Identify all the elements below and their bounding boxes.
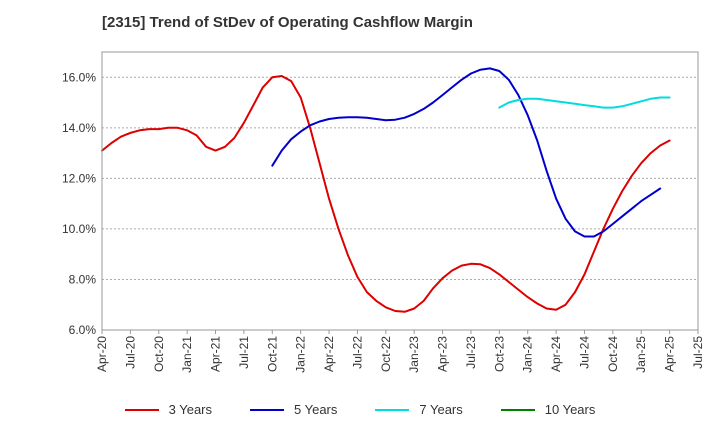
x-tick-label: Jan-23 — [407, 336, 421, 373]
series-line-7-years — [498, 96, 671, 109]
x-tick-label: Jan-22 — [294, 336, 308, 373]
x-tick-label: Apr-22 — [322, 336, 336, 372]
x-tick-label: Jul-23 — [464, 336, 478, 369]
y-tick-label: 10.0% — [62, 222, 96, 236]
y-tick-label: 8.0% — [69, 272, 97, 286]
y-tick-label: 12.0% — [62, 171, 96, 185]
x-tick-label: Oct-23 — [492, 336, 506, 372]
legend-label: 3 Years — [168, 402, 212, 417]
y-tick-label: 6.0% — [69, 323, 97, 337]
x-tick-label: Apr-20 — [95, 336, 109, 372]
legend-item: 3 Years — [124, 402, 212, 417]
x-tick-label: Jan-21 — [180, 336, 194, 373]
x-tick-label: Jan-24 — [521, 336, 535, 373]
chart-title: [2315] Trend of StDev of Operating Cashf… — [102, 14, 473, 31]
x-tick-label: Jul-22 — [350, 336, 364, 369]
x-tick-label: Jan-25 — [634, 336, 648, 373]
legend-label: 10 Years — [544, 402, 596, 417]
legend-swatch — [124, 408, 159, 411]
x-tick-label: Oct-20 — [152, 336, 166, 372]
legend-item: 5 Years — [250, 402, 337, 417]
x-tick-label: Oct-21 — [265, 336, 279, 372]
x-tick-label: Oct-22 — [379, 336, 393, 372]
x-tick-label: Jul-24 — [577, 336, 591, 369]
x-tick-label: Apr-25 — [663, 336, 677, 372]
series-line-3-years — [101, 75, 671, 313]
x-tick-label: Apr-23 — [436, 336, 450, 372]
x-tick-label: Apr-24 — [549, 336, 563, 372]
y-tick-label: 16.0% — [62, 70, 96, 84]
series-line-5-years — [271, 67, 662, 238]
legend-swatch — [375, 408, 410, 411]
x-tick-label: Jul-20 — [123, 336, 137, 369]
legend-item: 7 Years — [375, 402, 463, 417]
x-tick-label: Oct-24 — [606, 336, 620, 372]
grid-layer — [102, 76, 698, 331]
axis-layer: 6.0% 8.0% 10.0% 12.0% 14.0% 16.0% Apr-20 Jul-20… — [62, 51, 705, 373]
legend-label: 5 Years — [294, 402, 338, 417]
legend-swatch — [500, 408, 535, 411]
plot-frame — [101, 51, 699, 331]
legend: 3 Years 5 Years 7 Years 10 Years — [0, 402, 720, 417]
legend-label: 7 Years — [419, 402, 463, 417]
y-tick-label: 14.0% — [62, 121, 96, 135]
legend-item: 10 Years — [500, 402, 596, 417]
legend-swatch — [250, 408, 284, 411]
x-tick-label: Apr-21 — [209, 336, 223, 372]
x-tick-label: Jul-25 — [691, 336, 705, 369]
x-tick-label: Jul-21 — [237, 336, 251, 369]
series-layer — [101, 67, 671, 313]
